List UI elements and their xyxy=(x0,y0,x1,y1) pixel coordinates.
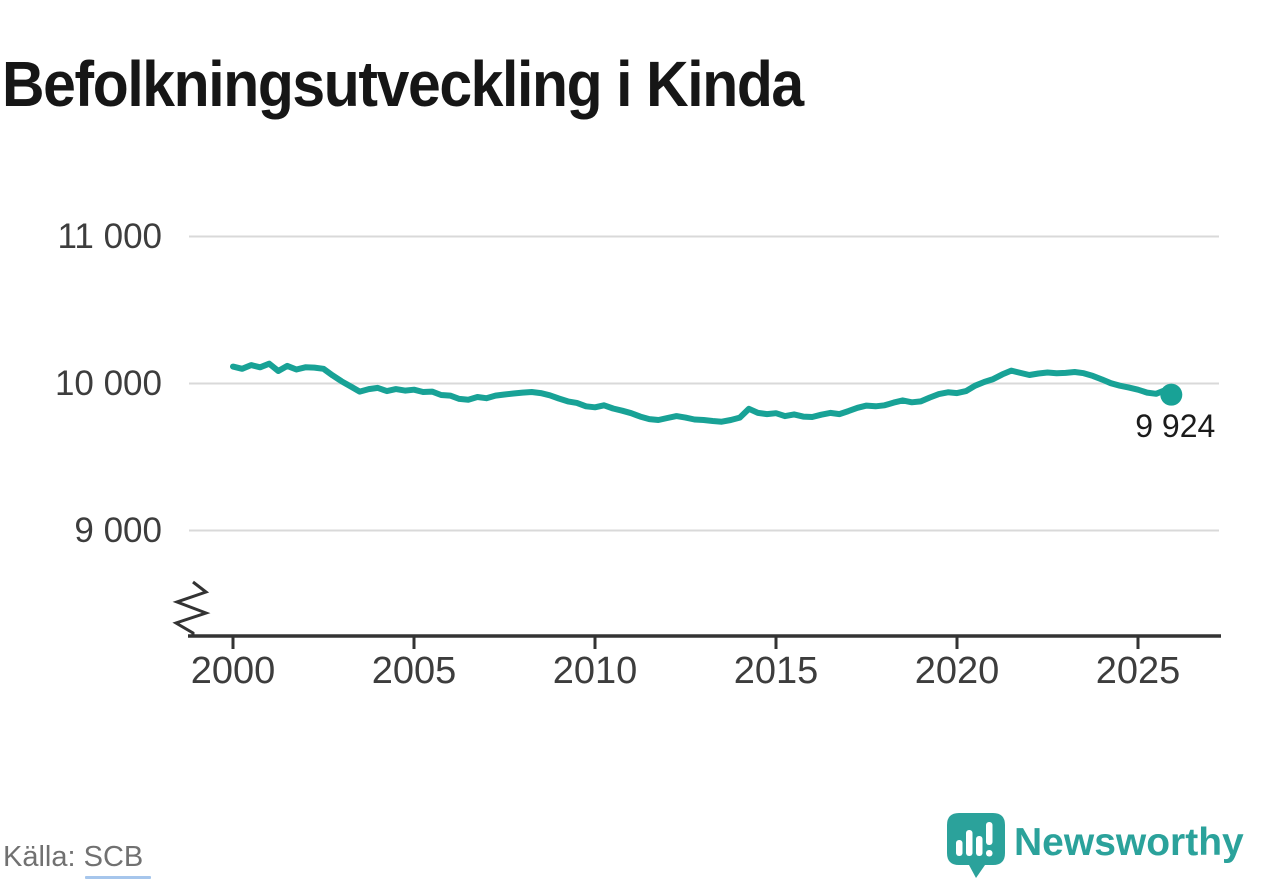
newsworthy-wordmark: Newsworthy xyxy=(1014,821,1244,864)
x-axis-tick-label: 2010 xyxy=(552,650,638,692)
source-note: Källa: SCB xyxy=(3,841,144,873)
newsworthy-logo-icon xyxy=(947,813,1005,878)
y-axis-tick-label: 10 000 xyxy=(54,363,162,403)
population-series-line xyxy=(230,360,1175,425)
latest-value-label: 9 924 xyxy=(1135,407,1216,444)
x-axis-tick-label: 2005 xyxy=(371,650,457,692)
page-title: Befolkningsutveckling i Kinda xyxy=(2,47,804,120)
x-axis-tick-label: 2025 xyxy=(1095,650,1181,692)
y-axis-tick-label: 11 000 xyxy=(57,216,162,256)
y-axis-tick-label: 9 000 xyxy=(74,510,162,550)
y-axis-break-icon xyxy=(172,580,211,637)
latest-value-dot xyxy=(1160,383,1183,406)
x-axis-tick-label: 2015 xyxy=(733,650,819,692)
cutoff-element-bar xyxy=(85,876,151,879)
x-axis-tick-label: 2020 xyxy=(914,650,1000,692)
x-axis-tick-label: 2000 xyxy=(190,650,276,692)
